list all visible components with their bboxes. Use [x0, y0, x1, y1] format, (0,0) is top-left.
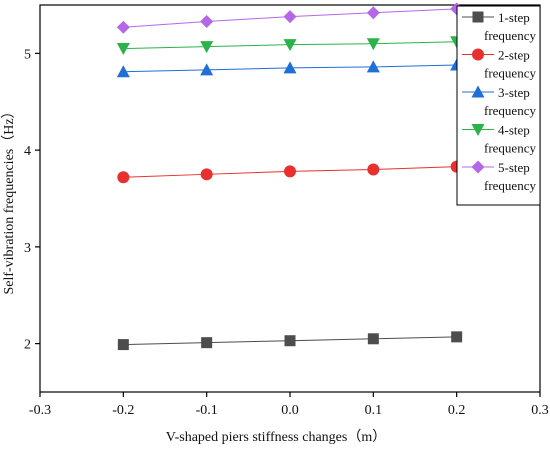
- x-tick-label: 0.0: [281, 403, 299, 418]
- data-point: [201, 337, 213, 349]
- x-tick-label: -0.1: [196, 403, 218, 418]
- data-point: [284, 165, 296, 178]
- y-axis-label: Self-vibration frequencies（Hz）: [1, 104, 17, 294]
- data-point: [283, 39, 297, 52]
- data-point: [116, 20, 130, 34]
- series-1: [117, 331, 463, 351]
- y-tick-label: 2: [24, 338, 31, 353]
- y-axis: 2 3 4 5: [24, 47, 40, 353]
- data-point: [200, 41, 214, 54]
- legend: 1-step frequency 2-step frequency 3-step freq…: [456, 5, 541, 206]
- legend-label: 3-step: [498, 85, 530, 100]
- series-3: [116, 58, 464, 78]
- series-4: [116, 36, 464, 56]
- legend-marker: [471, 124, 485, 136]
- legend-item-4: 4-step frequency: [462, 123, 536, 156]
- legend-label: frequency: [484, 178, 536, 193]
- data-point: [200, 63, 214, 76]
- x-tick-label: 0.3: [531, 403, 549, 418]
- y-tick-label: 5: [24, 47, 31, 62]
- legend-marker: [472, 11, 484, 23]
- legend-label: 2-step: [498, 48, 530, 63]
- legend-item-3: 3-step frequency: [462, 85, 536, 118]
- legend-item-2: 2-step frequency: [462, 48, 536, 81]
- legend-marker: [471, 160, 485, 174]
- legend-label: 1-step: [498, 10, 530, 25]
- series-2: [117, 160, 463, 184]
- y-tick-label: 3: [24, 241, 31, 256]
- legend-item-5: 5-step frequency: [462, 160, 536, 193]
- data-point: [283, 61, 297, 74]
- data-point: [200, 14, 214, 28]
- legend-label: frequency: [484, 66, 536, 81]
- x-axis: -0.3 -0.2 -0.1 0.0 0.1 0.2 0.3: [29, 392, 549, 418]
- data-point: [366, 6, 380, 20]
- data-point: [117, 171, 130, 184]
- legend-label: 4-step: [498, 123, 530, 138]
- legend-label: frequency: [484, 141, 536, 156]
- data-point: [117, 339, 129, 351]
- x-tick-label: 0.2: [448, 403, 466, 418]
- data-point: [283, 10, 297, 24]
- data-point: [116, 65, 130, 78]
- x-axis-label: V-shaped piers stiffness changes（m）: [166, 429, 386, 445]
- y-tick-label: 4: [24, 144, 31, 159]
- series-5: [116, 2, 464, 34]
- legend-label: frequency: [484, 28, 536, 43]
- data-point: [366, 38, 380, 51]
- data-point: [200, 168, 213, 181]
- legend-label: 5-step: [498, 160, 530, 175]
- legend-marker: [472, 48, 484, 61]
- legend-marker: [471, 85, 485, 98]
- series-layer: [116, 2, 464, 351]
- data-point: [367, 333, 379, 345]
- data-point: [116, 43, 130, 56]
- data-point: [284, 335, 296, 347]
- data-point: [367, 163, 380, 176]
- x-tick-label: 0.1: [365, 403, 383, 418]
- x-tick-label: -0.2: [112, 403, 134, 418]
- legend-box: [456, 5, 541, 206]
- legend-label: frequency: [484, 103, 536, 118]
- data-point: [366, 60, 380, 73]
- legend-item-1: 1-step frequency: [462, 10, 536, 43]
- x-tick-label: -0.3: [29, 403, 51, 418]
- data-point: [451, 331, 463, 343]
